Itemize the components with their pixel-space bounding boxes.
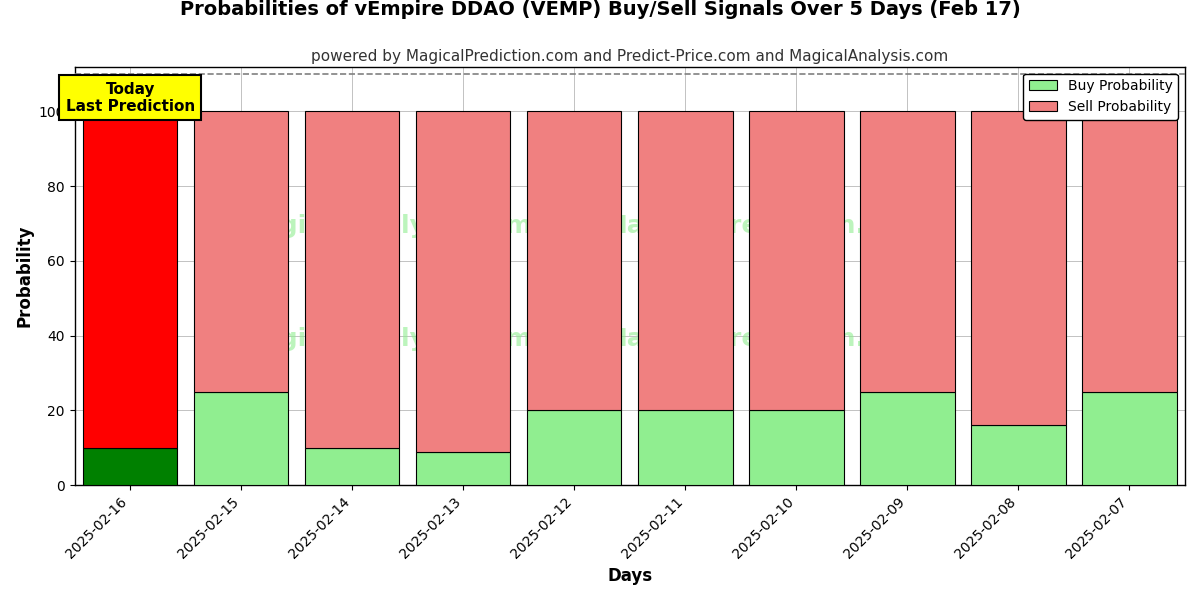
- Bar: [416, 452, 510, 485]
- Bar: [638, 410, 732, 485]
- Legend: Buy Probability, Sell Probability: Buy Probability, Sell Probability: [1024, 73, 1178, 119]
- Bar: [860, 112, 955, 392]
- Text: Today
Last Prediction: Today Last Prediction: [66, 82, 194, 114]
- Bar: [527, 112, 622, 410]
- Text: MagicalPrediction.com: MagicalPrediction.com: [602, 327, 924, 351]
- Bar: [860, 392, 955, 485]
- Bar: [1082, 392, 1177, 485]
- Bar: [1082, 112, 1177, 392]
- Bar: [749, 410, 844, 485]
- Bar: [416, 112, 510, 452]
- Text: MagicalPrediction.com: MagicalPrediction.com: [602, 214, 924, 238]
- X-axis label: Days: Days: [607, 567, 653, 585]
- Bar: [83, 448, 178, 485]
- Bar: [527, 410, 622, 485]
- Bar: [638, 112, 732, 410]
- Bar: [749, 112, 844, 410]
- Bar: [83, 112, 178, 448]
- Bar: [971, 425, 1066, 485]
- Bar: [305, 448, 400, 485]
- Title: powered by MagicalPrediction.com and Predict-Price.com and MagicalAnalysis.com: powered by MagicalPrediction.com and Pre…: [311, 49, 948, 64]
- Bar: [194, 392, 288, 485]
- Y-axis label: Probability: Probability: [16, 224, 34, 327]
- Bar: [194, 112, 288, 392]
- Text: Probabilities of vEmpire DDAO (VEMP) Buy/Sell Signals Over 5 Days (Feb 17): Probabilities of vEmpire DDAO (VEMP) Buy…: [180, 0, 1020, 19]
- Bar: [305, 112, 400, 448]
- Text: MagicalAnalysis.com: MagicalAnalysis.com: [239, 214, 533, 238]
- Bar: [971, 112, 1066, 425]
- Text: MagicalAnalysis.com: MagicalAnalysis.com: [239, 327, 533, 351]
